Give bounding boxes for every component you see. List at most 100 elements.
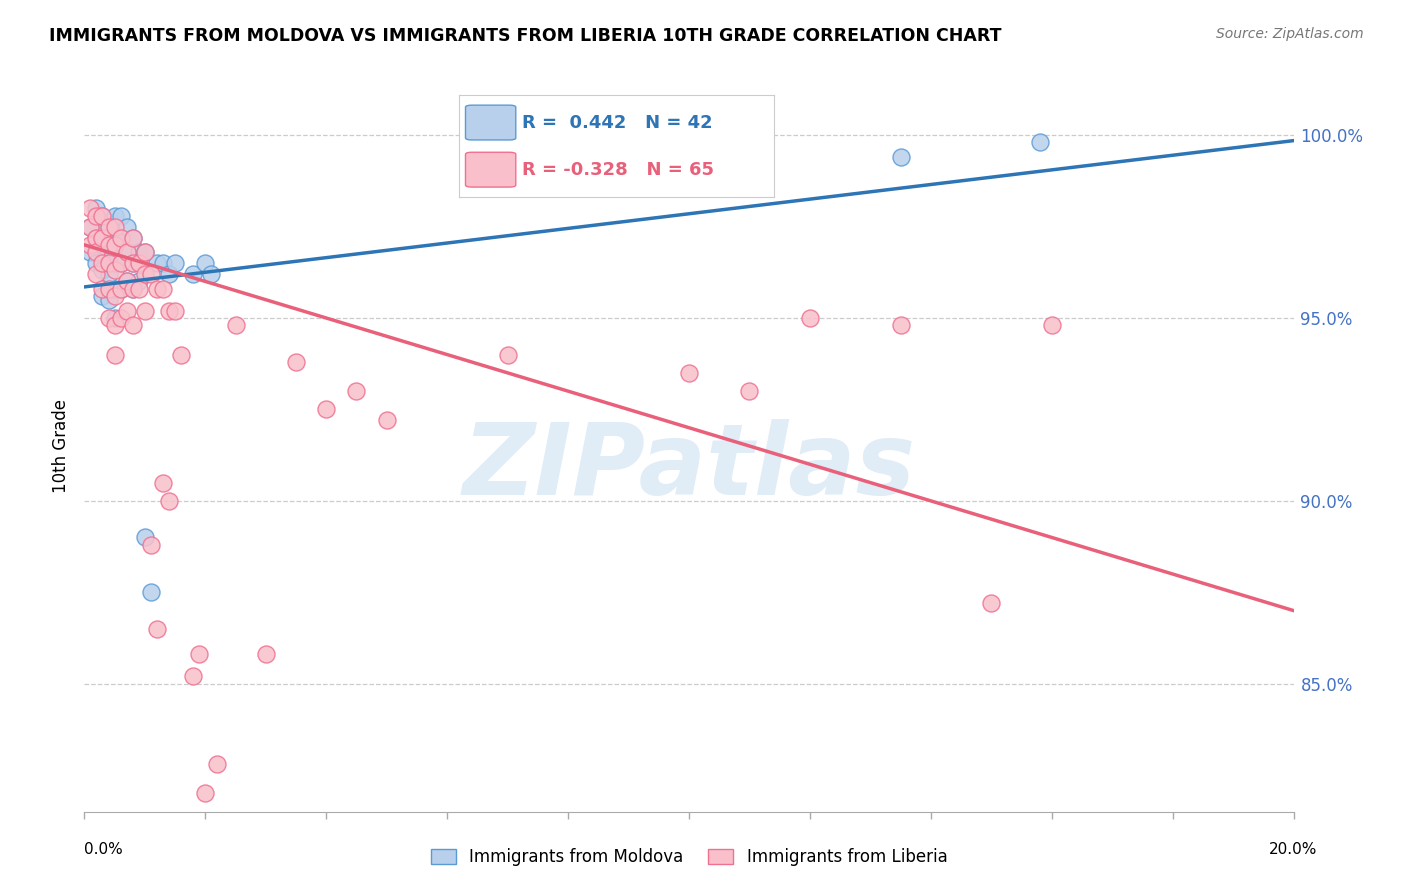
Point: [799, 311, 821, 326]
Point: [97, 219, 120, 234]
Point: [79, 219, 101, 234]
Point: [194, 256, 217, 270]
Point: [128, 274, 150, 288]
Point: [104, 263, 127, 277]
Point: [128, 245, 150, 260]
Point: [86, 256, 108, 270]
Point: [225, 318, 247, 333]
Point: [115, 245, 138, 260]
Text: 0.0%: 0.0%: [84, 842, 124, 857]
Point: [165, 256, 187, 270]
Text: Source: ZipAtlas.com: Source: ZipAtlas.com: [1216, 27, 1364, 41]
Point: [134, 245, 156, 260]
Point: [980, 596, 1002, 610]
Point: [97, 237, 120, 252]
Point: [128, 282, 150, 296]
Text: ZIPatlas: ZIPatlas: [463, 419, 915, 516]
Point: [97, 282, 120, 296]
Point: [97, 267, 120, 281]
Point: [86, 202, 108, 216]
Point: [121, 256, 143, 270]
Point: [110, 209, 132, 223]
Point: [86, 245, 108, 260]
Point: [104, 219, 127, 234]
Point: [97, 311, 120, 326]
Point: [115, 303, 138, 318]
Point: [121, 230, 143, 244]
Point: [375, 413, 398, 427]
Point: [285, 355, 308, 369]
Point: [346, 384, 368, 398]
Point: [157, 267, 180, 281]
Point: [139, 267, 162, 281]
Point: [91, 237, 114, 252]
Point: [79, 245, 101, 260]
Point: [194, 787, 217, 801]
Point: [134, 303, 156, 318]
Point: [110, 311, 132, 326]
Text: IMMIGRANTS FROM MOLDOVA VS IMMIGRANTS FROM LIBERIA 10TH GRADE CORRELATION CHART: IMMIGRANTS FROM MOLDOVA VS IMMIGRANTS FR…: [49, 27, 1001, 45]
Point: [134, 530, 156, 544]
Point: [139, 585, 162, 599]
Point: [254, 648, 277, 662]
Point: [79, 219, 101, 234]
Point: [104, 318, 127, 333]
Point: [115, 245, 138, 260]
Point: [110, 282, 132, 296]
Point: [91, 256, 114, 270]
Point: [110, 256, 132, 270]
Point: [496, 348, 519, 362]
Point: [91, 289, 114, 303]
Point: [121, 282, 143, 296]
Point: [91, 209, 114, 223]
Point: [139, 538, 162, 552]
Point: [79, 237, 101, 252]
Point: [121, 318, 143, 333]
Point: [110, 230, 132, 244]
Point: [97, 219, 120, 234]
Point: [97, 293, 120, 307]
Point: [146, 622, 169, 636]
Point: [115, 274, 138, 288]
Point: [91, 263, 114, 277]
Point: [128, 256, 150, 270]
Point: [97, 256, 120, 270]
Point: [115, 219, 138, 234]
Point: [97, 245, 120, 260]
Point: [104, 209, 127, 223]
Point: [110, 256, 132, 270]
Point: [121, 282, 143, 296]
Point: [146, 282, 169, 296]
Y-axis label: 10th Grade: 10th Grade: [52, 399, 70, 493]
Point: [890, 150, 912, 164]
Point: [104, 256, 127, 270]
Point: [170, 348, 193, 362]
Point: [104, 348, 127, 362]
Point: [134, 245, 156, 260]
Point: [1040, 318, 1063, 333]
Point: [315, 402, 337, 417]
Point: [678, 366, 700, 380]
Legend: Immigrants from Moldova, Immigrants from Liberia: Immigrants from Moldova, Immigrants from…: [425, 841, 953, 873]
Point: [91, 282, 114, 296]
Point: [86, 267, 108, 281]
Point: [104, 311, 127, 326]
Point: [157, 303, 180, 318]
Point: [86, 230, 108, 244]
Point: [134, 267, 156, 281]
Point: [152, 282, 174, 296]
Point: [165, 303, 187, 318]
Point: [110, 230, 132, 244]
Point: [890, 318, 912, 333]
Point: [207, 757, 229, 772]
Point: [200, 267, 222, 281]
Point: [91, 209, 114, 223]
Point: [152, 256, 174, 270]
Point: [121, 256, 143, 270]
Point: [91, 230, 114, 244]
Point: [181, 669, 204, 683]
Point: [104, 282, 127, 296]
Point: [110, 282, 132, 296]
Point: [104, 237, 127, 252]
Point: [121, 230, 143, 244]
